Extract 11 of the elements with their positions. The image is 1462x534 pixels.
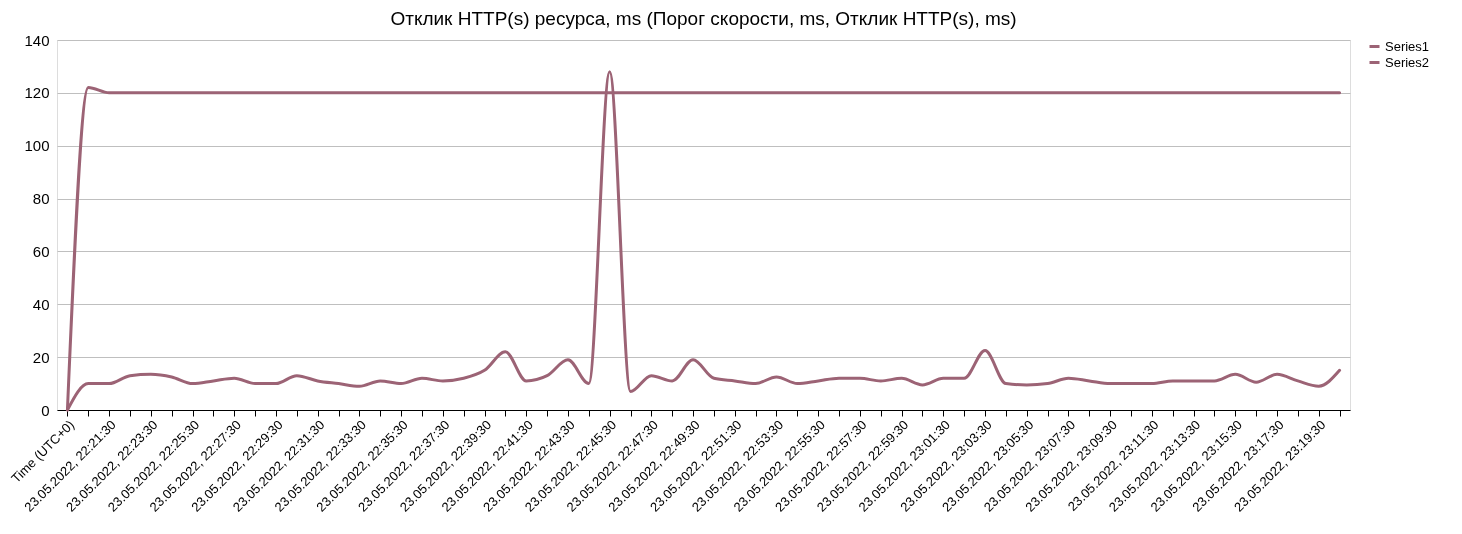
y-tick-label: 60 bbox=[32, 242, 50, 260]
y-tick-label: 120 bbox=[24, 84, 50, 102]
chart-title: Отклик HTTP(s) ресурса, ms (Порог скорости, ms, Отклик HTTP(s), ms) bbox=[390, 8, 1017, 29]
y-tick-label: 20 bbox=[32, 348, 50, 366]
y-tick-label: 80 bbox=[32, 190, 50, 208]
legend-label: Series1 bbox=[1385, 38, 1430, 54]
y-tick-label: 140 bbox=[24, 31, 50, 49]
y-tick-label: 40 bbox=[32, 295, 50, 313]
legend-label: Series2 bbox=[1385, 54, 1430, 70]
y-tick-label: 0 bbox=[41, 401, 50, 419]
y-tick-label: 100 bbox=[24, 137, 50, 155]
